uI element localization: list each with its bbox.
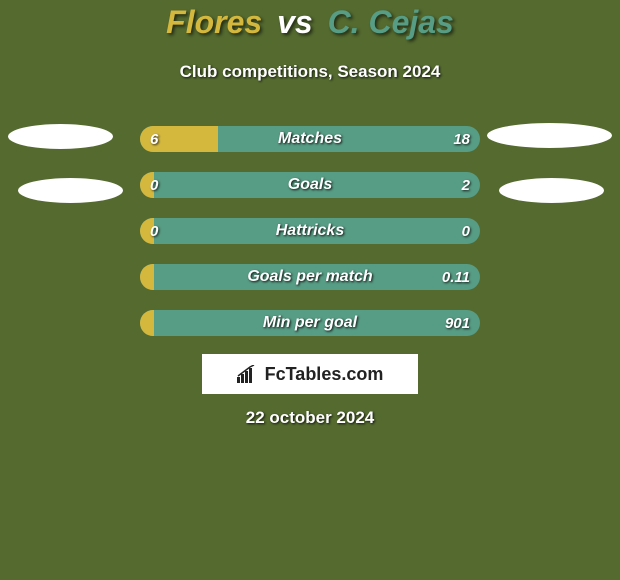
stat-label: Goals (140, 172, 480, 198)
stat-right-value: 901 (445, 310, 470, 336)
stat-bar-row: 0.11Goals per match (140, 264, 480, 290)
stat-right-value: 0 (462, 218, 470, 244)
title-player2: C. Cejas (328, 4, 454, 40)
date: 22 october 2024 (0, 408, 620, 428)
stat-bar-row: 02Goals (140, 172, 480, 198)
stat-bar-fill (140, 310, 154, 336)
stat-bar-row: 00Hattricks (140, 218, 480, 244)
stat-bar-fill (140, 172, 154, 198)
stat-right-value: 2 (462, 172, 470, 198)
stat-right-value: 18 (453, 126, 470, 152)
title-vs: vs (277, 4, 313, 40)
title: Flores vs C. Cejas (0, 4, 620, 41)
brand-box: FcTables.com (202, 354, 418, 394)
brand-text: FcTables.com (265, 364, 384, 385)
stat-bar-fill (140, 126, 218, 152)
subtitle: Club competitions, Season 2024 (0, 62, 620, 82)
player2-ellipse-2 (499, 178, 604, 203)
stat-bars: 618Matches02Goals00Hattricks0.11Goals pe… (140, 126, 480, 356)
title-player1: Flores (166, 4, 262, 40)
player1-ellipse-2 (18, 178, 123, 203)
stat-bar-row: 901Min per goal (140, 310, 480, 336)
stat-label: Goals per match (140, 264, 480, 290)
stat-label: Hattricks (140, 218, 480, 244)
stat-label: Min per goal (140, 310, 480, 336)
stat-bar-row: 618Matches (140, 126, 480, 152)
stat-right-value: 0.11 (442, 264, 470, 290)
stat-bar-fill (140, 218, 154, 244)
bars-chart-icon (237, 365, 259, 383)
player2-ellipse-1 (487, 123, 612, 148)
stat-bar-fill (140, 264, 154, 290)
player1-ellipse-1 (8, 124, 113, 149)
comparison-infographic: Flores vs C. Cejas Club competitions, Se… (0, 0, 620, 580)
